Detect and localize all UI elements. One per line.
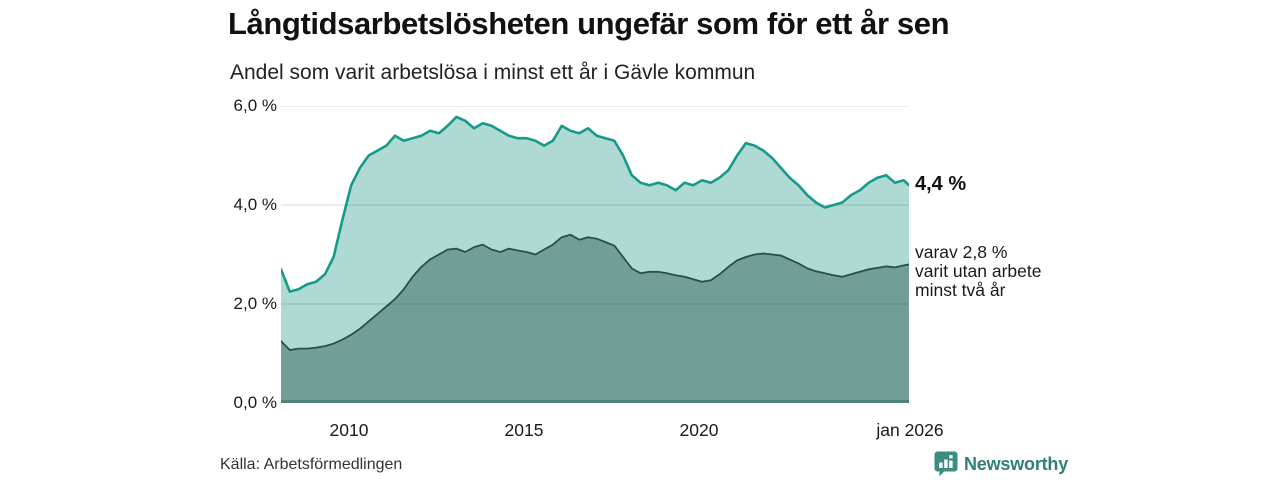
y-axis-tick-label: 4,0 % — [233, 195, 277, 214]
two-year-note: varav 2,8 % varit utan arbete minst två … — [915, 243, 1041, 300]
x-axis-tick-label: 2010 — [329, 420, 369, 440]
y-axis-tick-label: 2,0 % — [233, 294, 277, 313]
newsworthy-branding: Newsworthy — [934, 451, 1068, 477]
plot-area — [279, 105, 911, 404]
two-year-note-line: varit utan arbete — [915, 261, 1042, 281]
source-credit: Källa: Arbetsförmedlingen — [220, 456, 403, 473]
x-axis-tick-label: jan 2026 — [876, 420, 944, 440]
latest-value-label: 4,4 % — [915, 173, 967, 195]
x-axis-tick-label: 2020 — [679, 420, 719, 440]
y-axis-tick-label: 0,0 % — [233, 393, 277, 412]
two-year-note-line: varav 2,8 % — [915, 242, 1008, 262]
two-year-note-line: minst två år — [915, 280, 1006, 300]
page-title: Långtidsarbetslösheten ungefär som för e… — [228, 6, 950, 41]
x-axis-tick-label: 2015 — [504, 420, 544, 440]
newsworthy-wordmark: Newsworthy — [964, 453, 1069, 474]
area-chart — [279, 105, 911, 404]
y-axis-tick-label: 6,0 % — [233, 96, 277, 115]
chart-subtitle: Andel som varit arbetslösa i minst ett å… — [230, 61, 756, 84]
newsworthy-logo-icon — [934, 451, 958, 477]
